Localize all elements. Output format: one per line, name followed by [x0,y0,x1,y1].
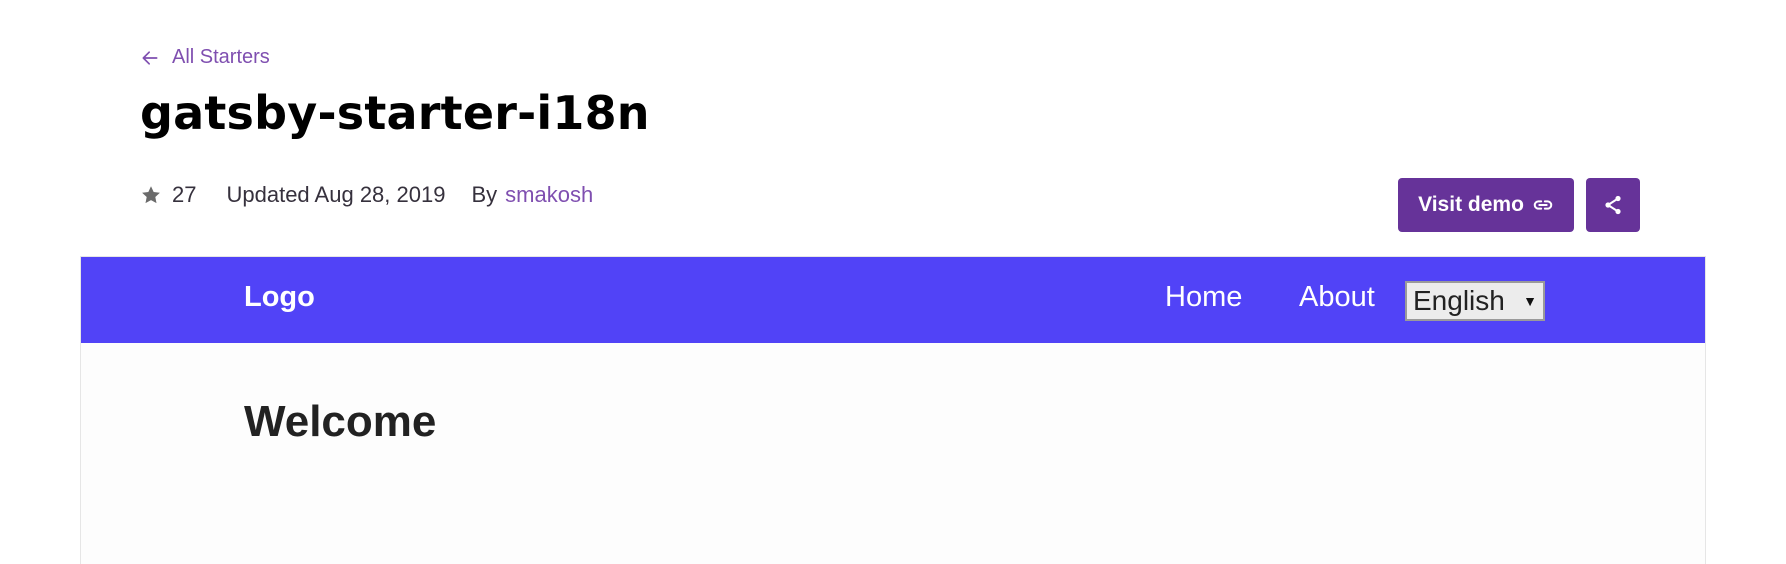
back-link-label: All Starters [172,46,270,68]
preview-welcome-heading: Welcome [244,397,437,446]
preview-logo: Logo [244,281,315,313]
star-icon [142,186,160,204]
author-link[interactable]: smakosh [505,182,594,207]
updated-date: Updated Aug 28, 2019 [226,182,446,207]
share-icon [1605,195,1621,215]
language-select[interactable]: English ▼ [1405,281,1545,321]
language-select-value: English [1413,285,1505,316]
starter-meta: 27 Updated Aug 28, 2019 By smakosh [140,182,593,208]
share-button[interactable] [1586,178,1640,232]
preview-navbar: Logo Home About English ▼ [81,257,1705,343]
demo-preview-screenshot: Logo Home About English ▼ Welcome [80,256,1706,564]
arrow-left-icon [142,50,158,65]
preview-nav-home[interactable]: Home [1165,281,1243,313]
link-icon [1533,200,1553,210]
back-to-starters-link[interactable]: All Starters [140,46,270,69]
preview-nav-about[interactable]: About [1299,281,1375,313]
stars-count: 27 [172,182,197,207]
by-label: By [471,182,498,207]
visit-demo-button[interactable]: Visit demo [1398,178,1574,232]
page-title: gatsby-starter-i18n [140,86,650,140]
visit-demo-label: Visit demo [1418,193,1524,216]
caret-down-icon: ▼ [1523,293,1537,309]
